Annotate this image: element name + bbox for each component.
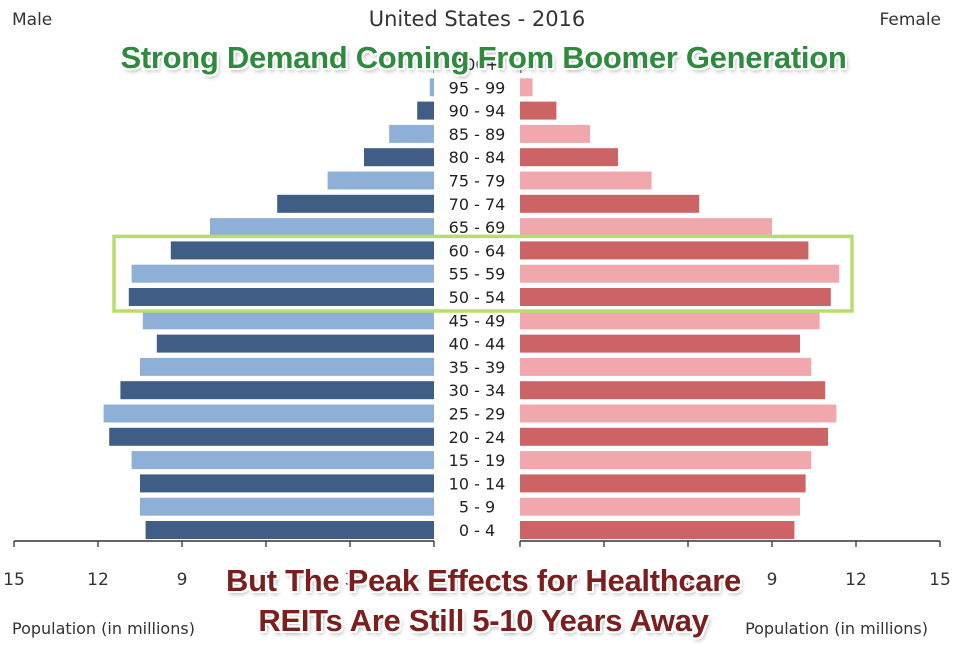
male-bar: [210, 218, 434, 237]
female-bar: [520, 194, 700, 213]
female-bar: [520, 288, 831, 306]
male-bar: [429, 78, 434, 97]
female-bar: [520, 381, 826, 400]
male-bar: [364, 148, 434, 167]
age-group-label: 0 - 4: [459, 521, 495, 540]
boomer-highlight-box: [112, 234, 854, 313]
age-group-label: 55 - 59: [449, 265, 506, 284]
male-axis-title: Population (in millions): [12, 619, 195, 638]
age-group-label: 85 - 89: [449, 125, 506, 144]
age-group-label: 25 - 29: [449, 405, 506, 424]
male-bar: [131, 451, 434, 470]
female-bar: [520, 218, 772, 237]
female-bar: [520, 357, 812, 376]
age-group-label: 70 - 74: [449, 195, 506, 214]
male-bar: [131, 264, 434, 283]
female-bar: [520, 404, 837, 423]
male-tick-label: 3: [345, 570, 356, 590]
note-annotation-line2: REITs Are Still 5-10 Years Away: [258, 603, 709, 638]
male-bar: [120, 381, 435, 400]
female-bar: [520, 55, 522, 73]
female-bar: [520, 78, 533, 97]
female-axis-title: Population (in millions): [745, 619, 928, 638]
age-group-label: 65 - 69: [449, 218, 506, 237]
female-tick-label: 15: [929, 570, 951, 590]
female-tick-label: 6: [683, 570, 694, 590]
age-group-label: 90 - 94: [449, 102, 506, 121]
age-group-label: 95 - 99: [449, 78, 506, 97]
female-bar: [520, 334, 800, 353]
male-bar: [145, 521, 434, 539]
female-tick-label: 3: [599, 570, 610, 590]
female-bar: [520, 311, 820, 330]
age-group-label: 50 - 54: [449, 288, 506, 307]
male-bar: [277, 194, 434, 213]
male-bar: [417, 101, 434, 120]
male-bar: [170, 241, 435, 260]
age-group-label: 10 - 14: [449, 474, 506, 493]
male-bar: [128, 288, 435, 306]
age-group-label: 15 - 19: [449, 451, 506, 470]
age-group-label: 45 - 49: [449, 311, 506, 330]
female-bar: [520, 427, 828, 446]
age-group-label: 40 - 44: [449, 335, 506, 354]
age-group-label: 30 - 34: [449, 381, 506, 400]
male-bar: [140, 357, 434, 376]
male-tick-label: 6: [261, 570, 272, 590]
male-bar: [156, 334, 435, 353]
male-bar: [389, 124, 434, 143]
male-bar: [327, 171, 434, 190]
age-group-label: 100+: [455, 55, 499, 74]
female-bar: [520, 101, 557, 120]
female-bar: [520, 264, 840, 283]
age-group-label: 20 - 24: [449, 428, 506, 447]
age-group-label: 60 - 64: [449, 241, 506, 260]
chart-title: United States - 2016: [369, 7, 586, 31]
age-group-label: 35 - 39: [449, 358, 506, 377]
female-bar: [520, 521, 795, 539]
age-group-label: 80 - 84: [449, 148, 506, 167]
female-bar: [520, 497, 800, 516]
note-annotation-line1: But The Peak Effects for Healthcare: [226, 563, 741, 598]
female-bar: [520, 148, 618, 167]
male-tick-label: 9: [177, 570, 188, 590]
male-bar: [142, 311, 435, 330]
male-label: Male: [12, 10, 53, 30]
female-bar: [520, 474, 806, 493]
female-bar: [520, 171, 652, 190]
male-bar: [433, 55, 434, 73]
female-bar: [520, 124, 590, 143]
male-tick-label: 15: [3, 570, 25, 590]
male-bar: [109, 427, 434, 446]
female-bar: [520, 451, 812, 470]
male-tick-label: 12: [87, 570, 109, 590]
headline-annotation: Strong Demand Coming From Boomer Generat…: [120, 40, 847, 75]
age-group-label: 5 - 9: [459, 498, 495, 517]
female-tick-label: 9: [767, 570, 778, 590]
female-label: Female: [879, 10, 941, 30]
male-bar: [140, 474, 434, 493]
male-bar: [103, 404, 434, 423]
male-bar: [140, 497, 434, 516]
age-group-label: 75 - 79: [449, 172, 506, 191]
female-tick-label: 12: [845, 570, 867, 590]
female-bar: [520, 241, 809, 260]
